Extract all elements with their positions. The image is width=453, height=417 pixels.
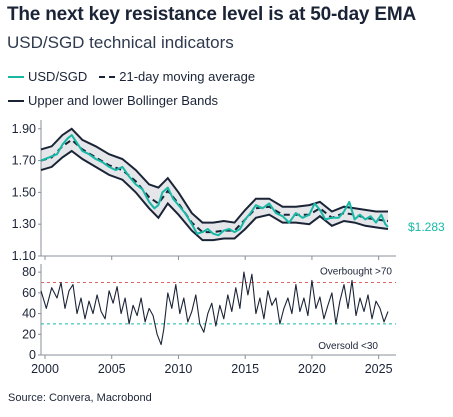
top-y-tick-label: 1.70	[12, 154, 36, 168]
x-tick-label: 2025	[365, 362, 393, 376]
oversold-label: Oversold <30	[318, 341, 378, 352]
bottom-y-tick-label: 60	[22, 286, 36, 300]
legend-swatch-spot	[8, 75, 24, 78]
x-tick-label: 2020	[298, 362, 326, 376]
legend-swatch-ma	[99, 75, 116, 78]
bottom-y-tick-label: 40	[22, 307, 36, 321]
top-y-tick-label: 1.30	[12, 217, 36, 231]
legend-label-bands: Upper and lower Bollinger Bands	[28, 93, 219, 108]
usdsgd-line	[40, 134, 389, 237]
last-value-label: $1.283	[408, 220, 445, 234]
upper-bollinger-line	[40, 127, 388, 224]
rsi-line	[40, 271, 389, 346]
legend-label-spot: USD/SGD	[28, 69, 88, 84]
legend-row-2: Upper and lower Bollinger Bands	[8, 93, 218, 108]
legend-swatch-bands	[8, 99, 24, 102]
x-tick-label: 2015	[231, 362, 259, 376]
bottom-y-tick-label: 20	[22, 327, 36, 341]
chart-subtitle: USD/SGD technical indicators	[7, 33, 234, 52]
overbought-label: Overbought >70	[320, 267, 392, 278]
x-tick-label: 2005	[98, 362, 126, 376]
lower-bollinger-line	[40, 149, 389, 242]
x-tick-label: 2000	[31, 362, 59, 376]
bottom-y-tick-label: 0	[29, 348, 36, 362]
x-tick-label: 2010	[165, 362, 193, 376]
top-y-tick-label: 1.50	[12, 185, 36, 199]
top-y-tick-label: 1.90	[12, 122, 36, 136]
chart-title: The next key resistance level is at 50-d…	[7, 4, 417, 25]
legend-row-1: USD/SGD 21-day moving average	[8, 69, 255, 84]
bollinger-band-fill	[41, 128, 388, 241]
top-y-tick-label: 1.10	[12, 249, 36, 263]
bottom-y-tick-label: 80	[22, 265, 36, 279]
legend-label-ma: 21-day moving average	[119, 69, 256, 84]
source-note: Source: Convera, Macrobond	[8, 392, 152, 404]
